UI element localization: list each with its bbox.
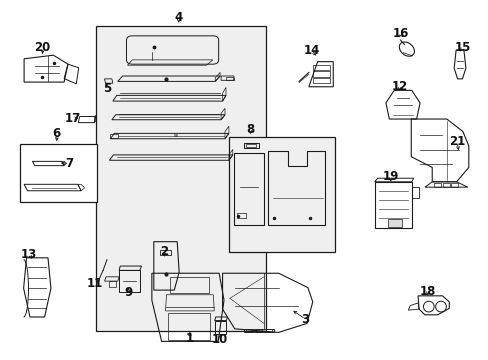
Text: 15: 15 (454, 41, 470, 54)
Text: 3: 3 (301, 312, 309, 326)
Bar (20, 144, 97, 202)
Text: 88: 88 (173, 134, 179, 138)
Bar (228, 137, 334, 252)
Text: 12: 12 (390, 80, 407, 93)
Text: 8: 8 (246, 122, 254, 136)
Text: 11: 11 (86, 278, 102, 291)
Text: 9: 9 (124, 287, 132, 300)
Text: 21: 21 (448, 135, 464, 148)
Bar (96, 26, 266, 330)
Text: 14: 14 (303, 44, 319, 57)
Text: 7: 7 (65, 157, 73, 170)
Text: 16: 16 (391, 27, 408, 40)
Text: 13: 13 (21, 248, 37, 261)
Text: 10: 10 (212, 333, 228, 346)
Polygon shape (387, 220, 401, 226)
Text: 6: 6 (53, 127, 61, 140)
Text: 18: 18 (419, 285, 435, 298)
Text: 17: 17 (64, 112, 81, 125)
Text: 2: 2 (160, 245, 168, 258)
Text: 1: 1 (185, 332, 194, 345)
Text: 5: 5 (102, 82, 111, 95)
Text: 20: 20 (35, 41, 51, 54)
Text: 4: 4 (174, 12, 183, 24)
Text: 19: 19 (382, 170, 398, 183)
